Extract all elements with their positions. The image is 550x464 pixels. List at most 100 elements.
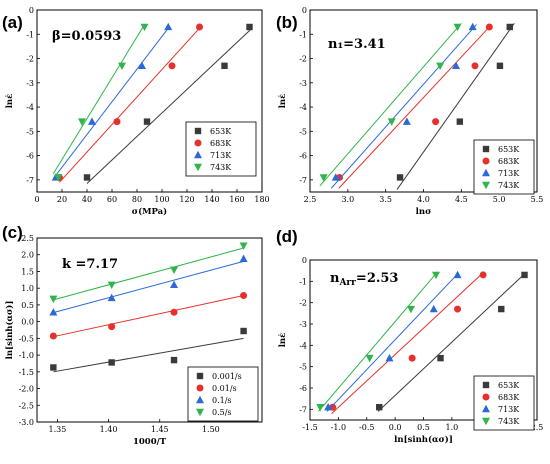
series-0.01/s: [49, 292, 248, 340]
x-tick-label: 120: [179, 195, 194, 204]
x-tick-label: 180: [254, 195, 269, 204]
fit-line: [318, 271, 439, 412]
data-point: [83, 174, 91, 181]
y-tick-label: -2: [299, 299, 307, 308]
data-point: [331, 173, 340, 181]
x-tick-label: -0.5: [359, 423, 374, 432]
data-point: [437, 354, 444, 362]
series-683K: [56, 23, 203, 183]
x-tick-label: 4.0: [417, 195, 430, 204]
data-point: [498, 305, 505, 313]
legend-marker: [194, 127, 202, 135]
data-point: [78, 118, 86, 126]
y-tick-label: -0.5: [19, 334, 34, 343]
legend-label: 0.1/s: [212, 396, 232, 405]
y-tick-label: -3: [299, 79, 307, 88]
fit-line: [52, 27, 169, 179]
y-tick-label: -4: [299, 341, 307, 350]
series-713K: [324, 270, 462, 412]
data-point: [196, 23, 203, 31]
data-point: [113, 118, 121, 126]
y-tick-label: -1.5: [19, 368, 34, 377]
data-point: [387, 118, 396, 126]
legend-label: 683K: [210, 139, 232, 148]
data-point: [239, 254, 248, 262]
y-tick-label: 0: [302, 256, 307, 265]
x-axis-label: 1000/T: [133, 437, 167, 447]
y-tick-label: -6: [299, 152, 307, 161]
fit-line: [319, 23, 462, 187]
data-point: [88, 117, 96, 125]
series-683K: [336, 23, 493, 189]
legend-marker: [482, 157, 490, 165]
data-point: [396, 174, 404, 181]
x-axis-label: ln[sinh(ασ)]: [394, 434, 453, 445]
fit-line: [331, 272, 484, 414]
y-tick-label: 0.5: [21, 301, 34, 310]
fit-line: [86, 27, 253, 184]
y-tick-label: 0: [29, 6, 34, 15]
data-point: [324, 403, 333, 411]
x-tick-label: -1.0: [331, 423, 346, 432]
x-tick-label: 1.35: [49, 425, 67, 434]
x-tick-label: 20: [57, 195, 67, 204]
data-point: [221, 62, 228, 70]
data-point: [385, 353, 394, 362]
series-0.5/s: [49, 242, 248, 304]
data-point: [402, 117, 411, 125]
x-tick-label: 2.5: [304, 195, 317, 204]
series-713K: [330, 22, 477, 189]
data-point: [407, 305, 416, 314]
legend-marker: [482, 404, 490, 413]
data-point: [107, 293, 116, 302]
legend-label: 653K: [498, 381, 520, 390]
panel-1: 0 20 40 60 80 100 120 140 160 180 0 -1 -2 -3 -4 -5 -6 -7 σ…: [2, 6, 270, 217]
data-point: [118, 62, 126, 71]
fit-line: [53, 247, 244, 301]
data-point: [432, 118, 440, 126]
y-tick-label: -4: [299, 103, 307, 112]
y-tick-label: -1: [26, 30, 34, 39]
data-point: [453, 23, 462, 32]
fit-line: [396, 23, 515, 190]
y-tick-label: -2.0: [19, 385, 34, 394]
data-point: [138, 61, 146, 70]
data-point: [168, 62, 176, 70]
legend-marker: [196, 395, 204, 404]
x-tick-label: 5.5: [531, 195, 544, 204]
param-annotation: n₁=3.41: [328, 37, 386, 52]
x-tick-label: 1.45: [151, 425, 169, 434]
y-tick-label: -4: [26, 103, 34, 112]
x-tick-label: 0.0: [389, 423, 402, 432]
legend-label: 0.5/s: [212, 408, 232, 417]
x-tick-label: 0: [34, 195, 39, 204]
legend-marker: [194, 139, 202, 147]
y-tick-label: 1.0: [21, 284, 34, 293]
legend: 653K 683K 713K 743K: [473, 375, 535, 431]
y-axis-label: lnε̇: [277, 94, 288, 109]
legend-label: 0.001/s: [212, 372, 242, 381]
y-axis-label: lnε̇: [4, 94, 15, 109]
legend-marker: [482, 393, 490, 401]
y-tick-label: -1: [299, 30, 307, 39]
x-axis-label: lnσ: [416, 207, 432, 217]
param-annotation: k =7.17: [62, 257, 118, 272]
legend: 653K 683K 713K 743K: [473, 139, 535, 195]
plot-frame: [36, 9, 263, 193]
legend-marker: [194, 163, 202, 172]
data-point: [506, 23, 513, 31]
x-axis-label: σ(MPa): [132, 206, 167, 217]
series-683K: [329, 271, 487, 414]
data-point: [49, 332, 57, 340]
data-point: [49, 308, 58, 316]
panel-label: (b): [276, 13, 298, 32]
fit-line: [326, 272, 460, 412]
fit-line: [53, 295, 244, 338]
data-point: [239, 242, 248, 250]
data-point: [376, 404, 383, 411]
legend: 653K 683K 713K 743K: [185, 121, 257, 177]
plot-frame: [36, 237, 263, 423]
series-743K: [319, 23, 462, 187]
